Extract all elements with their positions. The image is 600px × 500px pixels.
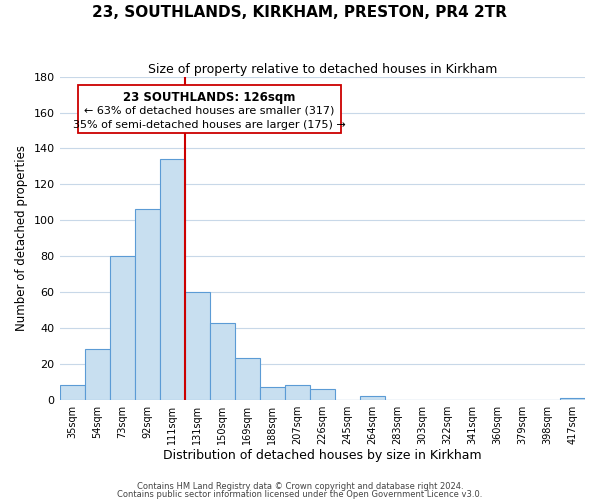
Bar [134, 210, 160, 400]
Text: 23 SOUTHLANDS: 126sqm: 23 SOUTHLANDS: 126sqm [123, 91, 295, 104]
Text: Contains public sector information licensed under the Open Government Licence v3: Contains public sector information licen… [118, 490, 482, 499]
Text: 35% of semi-detached houses are larger (175) →: 35% of semi-detached houses are larger (… [73, 120, 346, 130]
Bar [235, 358, 260, 400]
Text: 23, SOUTHLANDS, KIRKHAM, PRESTON, PR4 2TR: 23, SOUTHLANDS, KIRKHAM, PRESTON, PR4 2T… [92, 5, 508, 20]
Bar [560, 398, 585, 400]
Bar [160, 159, 185, 400]
Title: Size of property relative to detached houses in Kirkham: Size of property relative to detached ho… [148, 62, 497, 76]
Bar [110, 256, 134, 400]
Bar [260, 387, 285, 400]
Text: ← 63% of detached houses are smaller (317): ← 63% of detached houses are smaller (31… [84, 106, 334, 116]
Bar [285, 386, 310, 400]
Bar [185, 292, 209, 400]
Bar [85, 350, 110, 400]
Text: Contains HM Land Registry data © Crown copyright and database right 2024.: Contains HM Land Registry data © Crown c… [137, 482, 463, 491]
Bar [310, 389, 335, 400]
Bar [209, 322, 235, 400]
X-axis label: Distribution of detached houses by size in Kirkham: Distribution of detached houses by size … [163, 450, 482, 462]
Bar [360, 396, 385, 400]
Bar [59, 386, 85, 400]
Y-axis label: Number of detached properties: Number of detached properties [15, 145, 28, 331]
FancyBboxPatch shape [78, 84, 341, 133]
